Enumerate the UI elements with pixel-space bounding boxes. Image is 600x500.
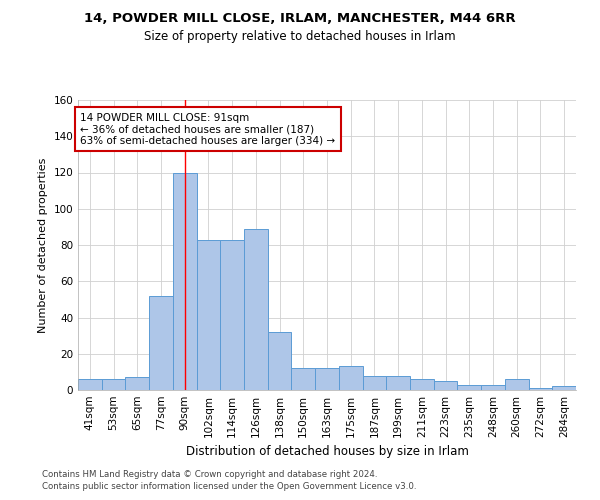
Text: Contains public sector information licensed under the Open Government Licence v3: Contains public sector information licen…	[42, 482, 416, 491]
Bar	[292, 368, 315, 390]
Bar	[386, 376, 410, 390]
Bar	[410, 379, 434, 390]
Bar	[552, 386, 576, 390]
Text: 14, POWDER MILL CLOSE, IRLAM, MANCHESTER, M44 6RR: 14, POWDER MILL CLOSE, IRLAM, MANCHESTER…	[84, 12, 516, 26]
Bar	[197, 240, 220, 390]
Bar	[457, 384, 481, 390]
Text: Size of property relative to detached houses in Irlam: Size of property relative to detached ho…	[144, 30, 456, 43]
Bar	[244, 228, 268, 390]
Bar	[102, 379, 125, 390]
Bar	[149, 296, 173, 390]
Bar	[173, 172, 197, 390]
Bar	[268, 332, 292, 390]
Text: Contains HM Land Registry data © Crown copyright and database right 2024.: Contains HM Land Registry data © Crown c…	[42, 470, 377, 479]
Bar	[78, 379, 102, 390]
Bar	[434, 381, 457, 390]
Bar	[220, 240, 244, 390]
Text: 14 POWDER MILL CLOSE: 91sqm
← 36% of detached houses are smaller (187)
63% of se: 14 POWDER MILL CLOSE: 91sqm ← 36% of det…	[80, 112, 335, 146]
Bar	[529, 388, 552, 390]
Y-axis label: Number of detached properties: Number of detached properties	[38, 158, 48, 332]
X-axis label: Distribution of detached houses by size in Irlam: Distribution of detached houses by size …	[185, 446, 469, 458]
Bar	[481, 384, 505, 390]
Bar	[362, 376, 386, 390]
Bar	[315, 368, 339, 390]
Bar	[339, 366, 362, 390]
Bar	[505, 379, 529, 390]
Bar	[125, 378, 149, 390]
